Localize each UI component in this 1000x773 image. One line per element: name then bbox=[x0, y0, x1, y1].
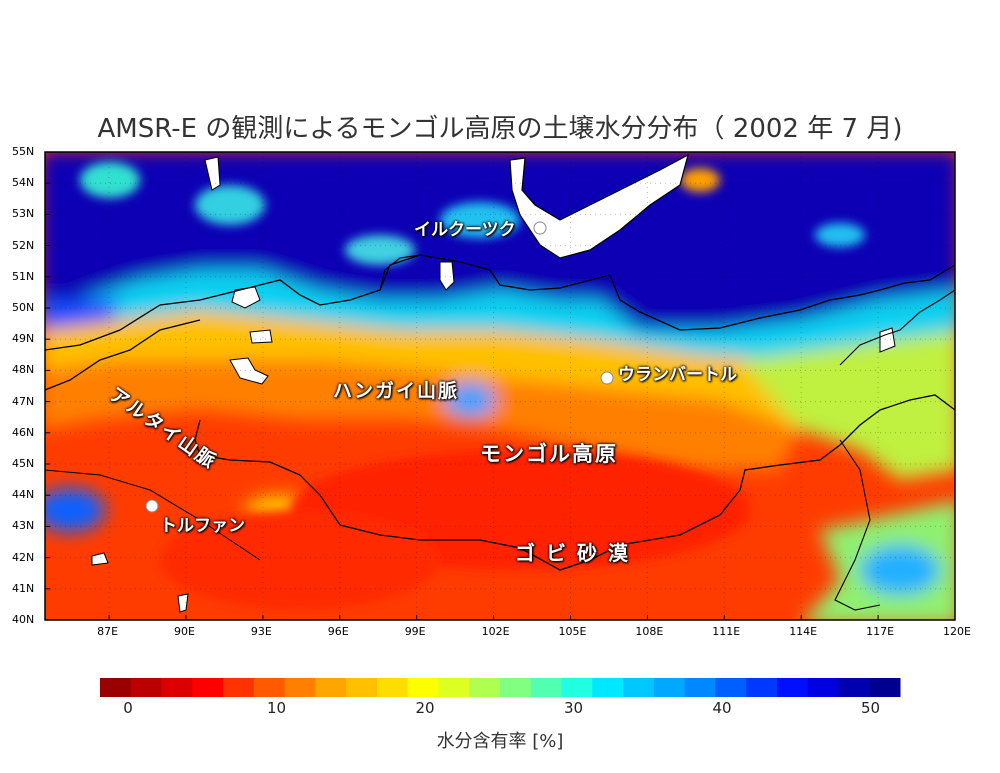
colorbar-swatch bbox=[715, 678, 747, 697]
map-title: AMSR-E の観測によるモンゴル高原の土壌水分分布（ 2002 年 7 月) bbox=[97, 114, 903, 144]
colorbar-swatch bbox=[438, 678, 470, 697]
lat-tick-label: 53N bbox=[12, 207, 35, 221]
colorbar-tick-label: 20 bbox=[415, 699, 435, 717]
lat-tick-label: 47N bbox=[12, 394, 35, 408]
lat-tick-label: 42N bbox=[12, 550, 35, 564]
colorbar-tick-label: 0 bbox=[123, 699, 133, 717]
lon-tick-label: 87E bbox=[97, 625, 119, 638]
colorbar-swatch bbox=[100, 678, 132, 697]
lat-tick-label: 51N bbox=[12, 269, 35, 283]
lon-tick-label: 93E bbox=[250, 625, 272, 638]
colorbar-tick-label: 30 bbox=[563, 699, 584, 717]
colorbar-swatch bbox=[561, 678, 593, 697]
colorbar-swatch bbox=[376, 678, 409, 697]
lon-tick-label: 108E bbox=[635, 625, 664, 638]
lat-tick-label: 55N bbox=[12, 145, 35, 158]
colorbar-swatch bbox=[838, 678, 870, 697]
lat-tick-label: 45N bbox=[12, 457, 35, 470]
colorbar-swatch bbox=[192, 678, 224, 697]
colorbar-swatch bbox=[592, 678, 624, 697]
label-khangai-mountains: ハンガイ山脈 bbox=[333, 380, 460, 402]
label-turpan: トルファン bbox=[160, 516, 245, 536]
colorbar-swatch bbox=[223, 678, 255, 697]
colorbar-swatch bbox=[807, 678, 839, 697]
irkutsk-marker bbox=[533, 221, 547, 235]
colorbar-swatch bbox=[130, 678, 163, 697]
colorbar bbox=[100, 678, 901, 697]
colorbar-swatch bbox=[253, 678, 286, 697]
colorbar-swatch bbox=[161, 678, 193, 697]
colorbar-swatch bbox=[346, 678, 378, 697]
colorbar-swatch bbox=[776, 678, 809, 697]
colorbar-label: 水分含有率 [%] bbox=[436, 731, 564, 752]
turpan-marker bbox=[145, 499, 159, 513]
colorbar-tick-label: 40 bbox=[712, 699, 732, 717]
lon-tick-label: 105E bbox=[558, 625, 587, 638]
colorbar-swatch bbox=[623, 678, 655, 697]
lon-tick-label: 99E bbox=[404, 625, 426, 638]
colorbar-swatch bbox=[407, 678, 439, 697]
lon-tick-label: 96E bbox=[327, 625, 349, 638]
lat-tick-label: 48N bbox=[12, 363, 35, 377]
colorbar-tick-label: 10 bbox=[266, 699, 287, 717]
lon-tick-label: 117E bbox=[866, 625, 895, 638]
colorbar-tick-label: 50 bbox=[860, 699, 881, 717]
colorbar-swatch bbox=[653, 678, 686, 697]
colorbar-swatch bbox=[746, 678, 778, 697]
label-mongolian-plateau: モンゴル高原 bbox=[480, 442, 618, 466]
lat-tick-label: 50N bbox=[12, 301, 35, 314]
lat-tick-label: 40N bbox=[12, 613, 35, 626]
lon-tick-label: 90E bbox=[173, 625, 195, 638]
colorbar-swatch bbox=[315, 678, 347, 697]
lat-tick-label: 54N bbox=[12, 176, 35, 190]
lat-tick-label: 44N bbox=[12, 488, 35, 502]
lon-tick-label: 114E bbox=[789, 625, 818, 638]
colorbar-swatch bbox=[284, 678, 316, 697]
colorbar-swatch bbox=[869, 678, 901, 697]
lat-tick-label: 41N bbox=[12, 581, 35, 595]
lat-tick-label: 43N bbox=[12, 519, 35, 533]
ulaanbaatar-marker bbox=[600, 371, 614, 385]
colorbar-swatch bbox=[530, 678, 563, 697]
lon-tick-label: 120E bbox=[943, 625, 971, 638]
lon-tick-label: 111E bbox=[712, 625, 741, 638]
label-gobi-desert: ゴ ビ 砂 漠 bbox=[515, 541, 630, 565]
colorbar-swatch bbox=[500, 678, 532, 697]
lat-tick-label: 49N bbox=[12, 332, 35, 346]
label-ulaanbaatar: ウランバートル bbox=[618, 365, 737, 385]
label-irkutsk: イルクーツク bbox=[414, 220, 516, 240]
lat-tick-label: 46N bbox=[12, 425, 35, 439]
colorbar-swatch bbox=[469, 678, 501, 697]
colorbar-swatch bbox=[684, 678, 716, 697]
lon-tick-label: 102E bbox=[481, 625, 510, 638]
lat-tick-label: 52N bbox=[12, 238, 35, 252]
